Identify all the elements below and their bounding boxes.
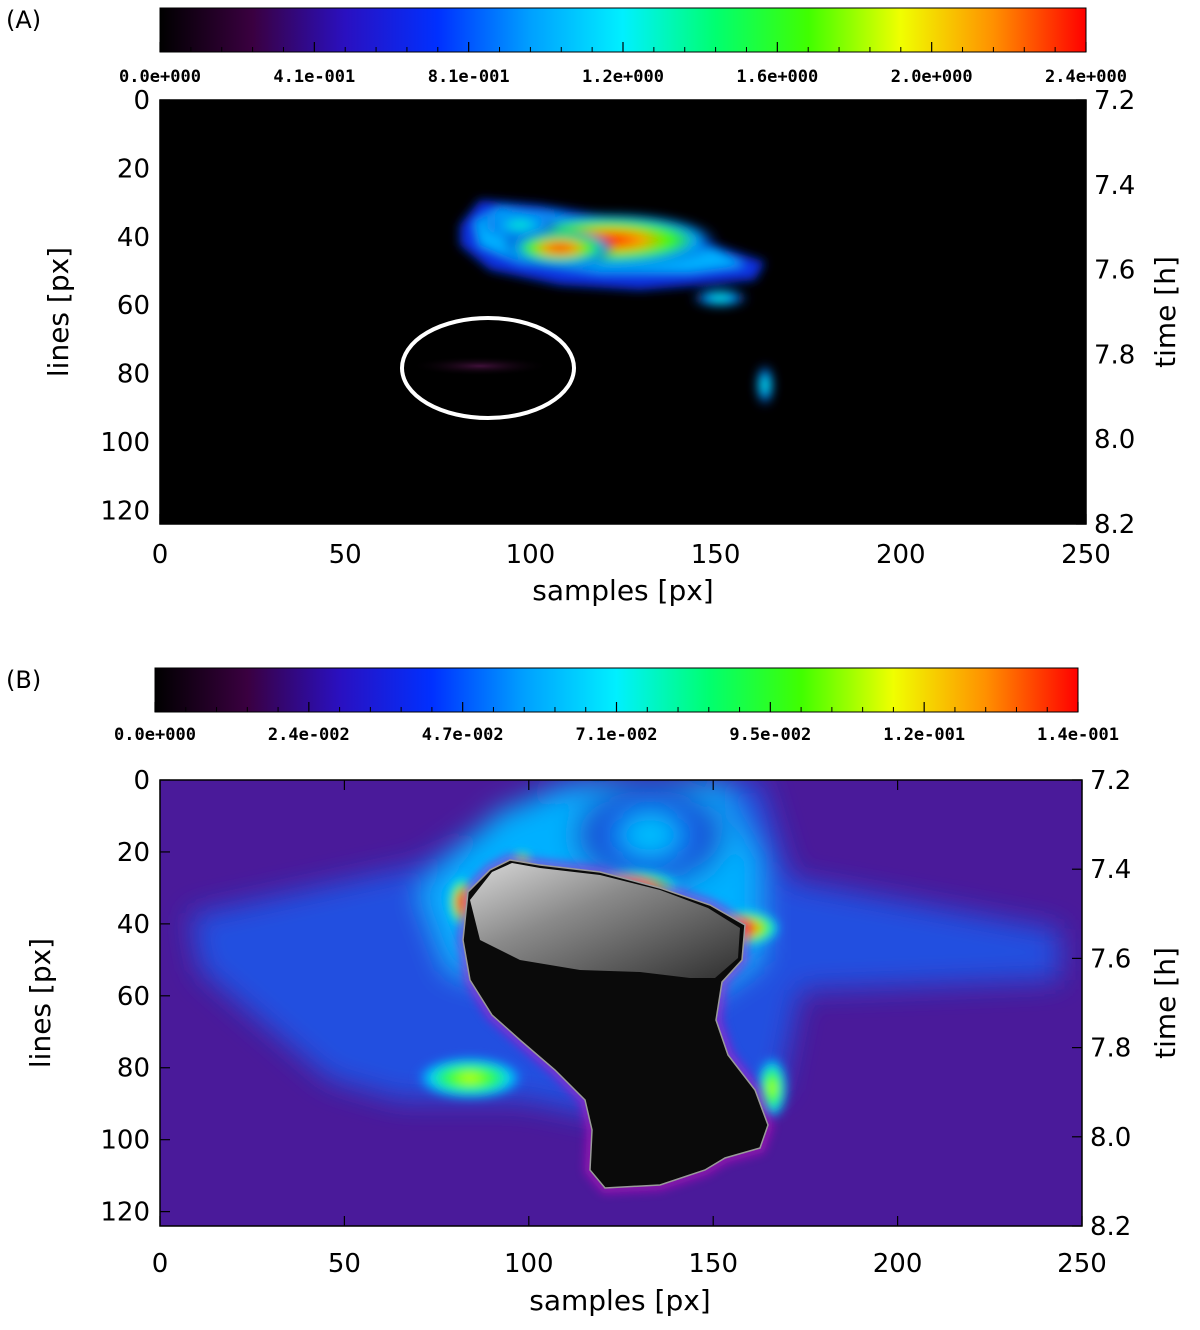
y-tick-label-right: 7.8 xyxy=(1090,1034,1131,1064)
y-tick-label-left: 100 xyxy=(100,1126,150,1156)
panel-b: (B) xyxy=(0,660,1200,1326)
y-tick-label-left: 0 xyxy=(133,86,150,116)
y-tick-label-right: 8.2 xyxy=(1094,510,1135,540)
y-tick-label-left: 80 xyxy=(117,360,150,390)
panel-b-svg: 0.0e+000 2.4e-002 4.7e-002 7.1e-002 9.5e-002… xyxy=(24,667,1182,1317)
y-tick-label-left: 120 xyxy=(100,1198,150,1228)
y-tick-label-right: 7.8 xyxy=(1094,340,1135,370)
colorbar-tick-label: 2.0e+000 xyxy=(891,67,973,87)
y-tick-label-left: 0 xyxy=(133,766,150,796)
colorbar-tick-label: 2.4e+000 xyxy=(1045,67,1127,87)
y-tick-label-right: 8.0 xyxy=(1094,425,1135,455)
x-tick-label: 100 xyxy=(504,1249,554,1279)
colorbar-b: 0.0e+000 2.4e-002 4.7e-002 7.1e-002 9.5e-002… xyxy=(114,667,1119,745)
x-axis-title-b: samples [px] xyxy=(529,1284,710,1317)
highlight-ellipse xyxy=(400,316,576,420)
plot-b-coma-upper xyxy=(570,780,730,890)
colorbar-b-ticks: 0.0e+000 2.4e-002 4.7e-002 7.1e-002 9.5e-002… xyxy=(114,702,1119,745)
plot-b-hotspot-lower-left xyxy=(415,1056,525,1100)
y-tick-label-right: 7.4 xyxy=(1090,855,1131,885)
colorbar-tick-label: 4.1e-001 xyxy=(273,67,355,87)
y-tick-label-left: 60 xyxy=(117,291,150,321)
plot-a-hotspot-3 xyxy=(480,211,560,239)
colorbar-tick-label: 9.5e-002 xyxy=(729,725,811,745)
y-tick-label-left: 80 xyxy=(117,1054,150,1084)
x-tick-label: 0 xyxy=(152,540,169,570)
y-tick-label-right: 7.4 xyxy=(1094,171,1135,201)
plot-a-hotspot-5 xyxy=(755,363,775,407)
plot-area-b: 0 50 100 150 200 250 0 20 40 60 80 100 120 7.2 7.4 7.6 7… xyxy=(100,766,1131,1279)
x-tick-label: 0 xyxy=(152,1249,169,1279)
x-tick-label: 200 xyxy=(873,1249,923,1279)
x-tick-label: 250 xyxy=(1057,1249,1107,1279)
colorbar-tick-label: 4.7e-002 xyxy=(422,725,504,745)
panel-a: (A) 0.0e+000 4.1e- xyxy=(0,0,1200,630)
y-tick-label-right: 7.6 xyxy=(1090,944,1131,974)
y-tick-label-left: 20 xyxy=(117,838,150,868)
y-tick-label-right: 7.2 xyxy=(1094,86,1135,116)
x-tick-label: 200 xyxy=(876,540,926,570)
y-axis-title-left-a: lines [px] xyxy=(42,247,75,377)
nucleus-lit-head xyxy=(470,863,740,978)
plot-a-emission xyxy=(460,200,775,407)
colorbar-a: 0.0e+000 4.1e-001 8.1e-001 1.2e+000 1.6e+000… xyxy=(119,7,1127,87)
x-tick-label: 250 xyxy=(1061,540,1111,570)
colorbar-tick-label: 0.0e+000 xyxy=(114,725,196,745)
y-tick-label-left: 120 xyxy=(100,496,150,526)
y-tick-label-right: 7.6 xyxy=(1094,256,1135,286)
colorbar-tick-label: 8.1e-001 xyxy=(428,67,510,87)
plot-b-ticks: 0 50 100 150 200 250 0 20 40 60 80 100 120 7.2 7.4 7.6 7… xyxy=(100,766,1131,1279)
colorbar-tick-label: 1.4e-001 xyxy=(1037,725,1119,745)
plot-a-frame xyxy=(159,99,1087,525)
y-tick-label-left: 40 xyxy=(117,910,150,940)
plot-area-a: 0 50 100 150 200 250 0 20 40 60 80 100 120 7.2 7.4 7.6 7… xyxy=(100,86,1135,570)
x-tick-label: 150 xyxy=(688,1249,738,1279)
plot-a-background xyxy=(160,100,1086,524)
y-tick-label-left: 60 xyxy=(117,982,150,1012)
colorbar-tick-label: 1.2e+000 xyxy=(582,67,664,87)
colorbar-tick-label: 1.2e-001 xyxy=(883,725,965,745)
panel-label-b: (B) xyxy=(6,666,42,694)
x-axis-title-a: samples [px] xyxy=(532,574,713,607)
x-tick-label: 150 xyxy=(691,540,741,570)
plot-a-hotspot-2 xyxy=(505,230,615,266)
plot-a-faint-glow xyxy=(410,356,550,376)
colorbar-tick-label: 2.4e-002 xyxy=(268,725,350,745)
y-tick-label-left: 40 xyxy=(117,223,150,253)
colorbar-tick-label: 7.1e-002 xyxy=(576,725,658,745)
x-tick-label: 50 xyxy=(328,1249,361,1279)
y-axis-title-right-b: time [h] xyxy=(1149,947,1182,1059)
plot-a-hotspot-4 xyxy=(690,288,750,308)
x-tick-label: 100 xyxy=(506,540,556,570)
y-tick-label-left: 100 xyxy=(100,428,150,458)
colorbar-a-ticks: 0.0e+000 4.1e-001 8.1e-001 1.2e+000 1.6e+000… xyxy=(119,42,1127,87)
panel-label-a: (A) xyxy=(6,6,42,34)
y-tick-label-right: 8.2 xyxy=(1090,1212,1131,1242)
plot-a-ticks: 0 50 100 150 200 250 0 20 40 60 80 100 120 7.2 7.4 7.6 7… xyxy=(100,86,1135,570)
y-tick-label-right: 7.2 xyxy=(1090,766,1131,796)
panel-a-svg: 0.0e+000 4.1e-001 8.1e-001 1.2e+000 1.6e+000… xyxy=(42,7,1182,607)
y-tick-label-right: 8.0 xyxy=(1090,1123,1131,1153)
y-axis-title-left-b: lines [px] xyxy=(24,938,57,1068)
x-tick-label: 50 xyxy=(329,540,362,570)
colorbar-tick-label: 1.6e+000 xyxy=(736,67,818,87)
y-tick-label-left: 20 xyxy=(117,154,150,184)
colorbar-tick-label: 0.0e+000 xyxy=(119,67,201,87)
y-axis-title-right-a: time [h] xyxy=(1149,256,1182,368)
plot-b-frame xyxy=(159,779,1083,1227)
